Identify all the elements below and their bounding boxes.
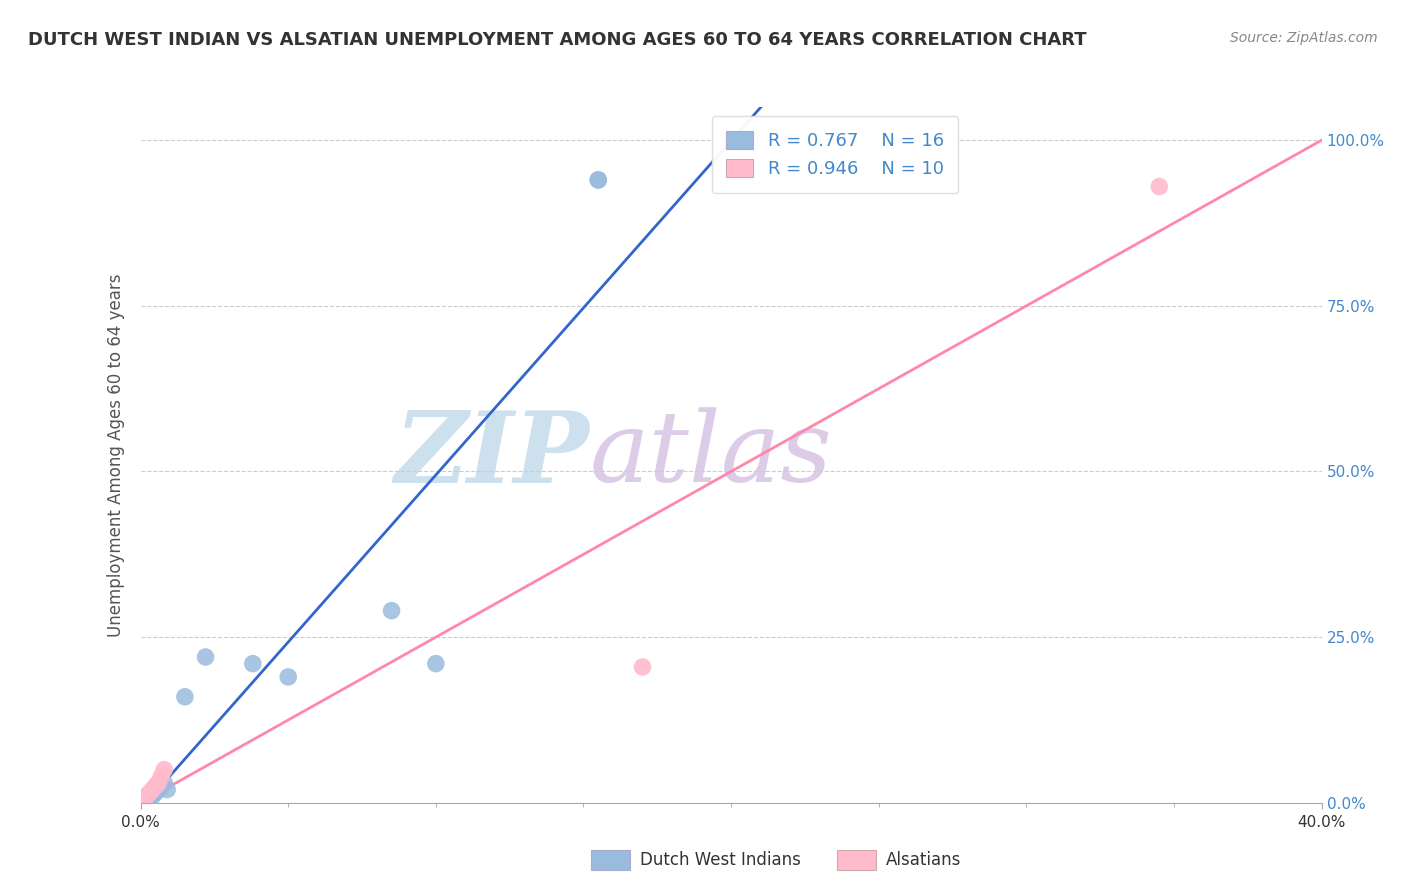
Text: ZIP: ZIP xyxy=(395,407,589,503)
Text: Alsatians: Alsatians xyxy=(886,851,962,869)
Point xyxy=(242,657,264,671)
Point xyxy=(153,776,176,790)
Point xyxy=(588,173,610,187)
Point xyxy=(588,173,610,187)
Point xyxy=(141,789,163,804)
Point xyxy=(1147,179,1170,194)
Point xyxy=(631,660,654,674)
Point xyxy=(145,786,166,800)
Point xyxy=(135,792,157,806)
Point xyxy=(132,792,155,806)
Point xyxy=(138,786,160,800)
Point xyxy=(194,650,217,665)
Point xyxy=(135,789,157,804)
Point xyxy=(150,769,173,783)
Point xyxy=(174,690,197,704)
Point xyxy=(277,670,299,684)
Text: Source: ZipAtlas.com: Source: ZipAtlas.com xyxy=(1230,31,1378,45)
Legend: R = 0.767    N = 16, R = 0.946    N = 10: R = 0.767 N = 16, R = 0.946 N = 10 xyxy=(711,116,959,193)
Point xyxy=(148,782,170,797)
Point xyxy=(145,779,166,793)
Point xyxy=(148,776,170,790)
Point xyxy=(425,657,447,671)
Text: DUTCH WEST INDIAN VS ALSATIAN UNEMPLOYMENT AMONG AGES 60 TO 64 YEARS CORRELATION: DUTCH WEST INDIAN VS ALSATIAN UNEMPLOYME… xyxy=(28,31,1087,49)
Point xyxy=(141,782,163,797)
Point xyxy=(138,790,160,805)
Y-axis label: Unemployment Among Ages 60 to 64 years: Unemployment Among Ages 60 to 64 years xyxy=(107,273,125,637)
Text: Dutch West Indians: Dutch West Indians xyxy=(640,851,800,869)
Point xyxy=(150,779,173,793)
Point xyxy=(380,604,404,618)
Point xyxy=(153,763,176,777)
Text: atlas: atlas xyxy=(589,408,832,502)
Point xyxy=(156,782,179,797)
